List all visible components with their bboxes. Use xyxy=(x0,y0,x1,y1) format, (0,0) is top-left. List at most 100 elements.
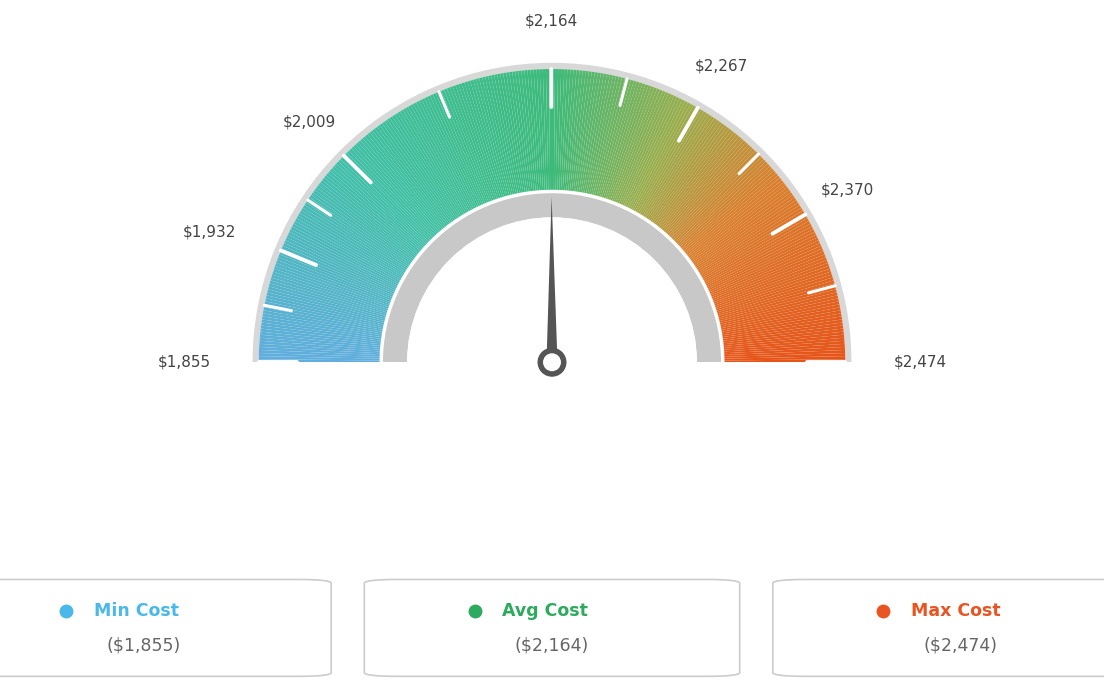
Wedge shape xyxy=(724,341,845,351)
Wedge shape xyxy=(660,135,739,229)
Wedge shape xyxy=(436,92,485,204)
Wedge shape xyxy=(531,70,541,190)
Wedge shape xyxy=(282,246,394,295)
Wedge shape xyxy=(688,183,786,258)
Wedge shape xyxy=(294,221,401,281)
Wedge shape xyxy=(488,75,517,194)
Wedge shape xyxy=(683,173,778,253)
Wedge shape xyxy=(336,161,426,246)
Wedge shape xyxy=(552,69,555,190)
Wedge shape xyxy=(656,128,732,226)
Wedge shape xyxy=(583,74,607,193)
Wedge shape xyxy=(264,304,383,330)
Wedge shape xyxy=(668,144,751,235)
Wedge shape xyxy=(721,302,839,328)
Wedge shape xyxy=(299,210,404,275)
Wedge shape xyxy=(474,79,508,196)
Wedge shape xyxy=(301,208,405,273)
Wedge shape xyxy=(672,152,760,240)
Wedge shape xyxy=(263,310,382,333)
Wedge shape xyxy=(378,125,450,224)
Wedge shape xyxy=(259,347,380,355)
Wedge shape xyxy=(724,347,845,355)
Wedge shape xyxy=(521,70,535,190)
Wedge shape xyxy=(259,344,380,353)
Wedge shape xyxy=(284,240,395,292)
Wedge shape xyxy=(662,137,741,230)
Wedge shape xyxy=(723,319,842,339)
Wedge shape xyxy=(714,263,829,306)
Wedge shape xyxy=(577,72,598,192)
Wedge shape xyxy=(666,142,749,234)
Wedge shape xyxy=(586,75,613,193)
Wedge shape xyxy=(602,81,639,197)
Wedge shape xyxy=(592,77,622,195)
Wedge shape xyxy=(429,95,481,206)
Text: ($2,474): ($2,474) xyxy=(923,636,998,654)
Wedge shape xyxy=(311,193,412,264)
Wedge shape xyxy=(509,72,529,192)
Wedge shape xyxy=(724,359,846,362)
Wedge shape xyxy=(384,119,455,221)
Wedge shape xyxy=(649,119,720,221)
Wedge shape xyxy=(405,107,467,213)
Wedge shape xyxy=(262,317,382,337)
Wedge shape xyxy=(578,72,601,193)
Circle shape xyxy=(538,348,566,377)
Wedge shape xyxy=(604,82,643,198)
Wedge shape xyxy=(347,150,433,239)
Wedge shape xyxy=(645,115,712,217)
Wedge shape xyxy=(395,113,461,217)
Wedge shape xyxy=(497,74,521,193)
Wedge shape xyxy=(574,71,592,191)
Wedge shape xyxy=(528,70,540,190)
Wedge shape xyxy=(624,96,677,206)
Wedge shape xyxy=(699,208,803,273)
Bar xyxy=(120,362,984,586)
Wedge shape xyxy=(681,168,774,250)
Wedge shape xyxy=(388,118,457,219)
Wedge shape xyxy=(285,237,396,290)
Wedge shape xyxy=(416,101,474,209)
Wedge shape xyxy=(679,164,769,247)
Wedge shape xyxy=(493,75,520,193)
Wedge shape xyxy=(719,289,837,321)
Wedge shape xyxy=(390,117,458,219)
Wedge shape xyxy=(340,157,428,243)
Text: $1,855: $1,855 xyxy=(158,355,211,370)
Wedge shape xyxy=(264,307,383,332)
Wedge shape xyxy=(698,205,802,271)
Wedge shape xyxy=(353,144,436,235)
Wedge shape xyxy=(253,63,851,362)
Wedge shape xyxy=(479,77,511,195)
Wedge shape xyxy=(671,150,757,239)
Wedge shape xyxy=(258,359,380,362)
Wedge shape xyxy=(627,98,682,208)
Wedge shape xyxy=(631,102,691,210)
Wedge shape xyxy=(612,88,657,201)
Wedge shape xyxy=(500,73,523,193)
Wedge shape xyxy=(655,127,730,225)
Wedge shape xyxy=(713,257,827,302)
Wedge shape xyxy=(694,197,796,267)
Wedge shape xyxy=(670,148,755,238)
Wedge shape xyxy=(382,121,454,221)
Wedge shape xyxy=(342,155,431,242)
Wedge shape xyxy=(325,175,420,254)
Wedge shape xyxy=(560,69,567,190)
Wedge shape xyxy=(691,190,792,262)
Wedge shape xyxy=(689,185,787,259)
Wedge shape xyxy=(261,322,381,341)
Wedge shape xyxy=(317,185,415,259)
Wedge shape xyxy=(400,110,464,215)
Wedge shape xyxy=(289,229,399,286)
Text: ($1,855): ($1,855) xyxy=(106,636,181,654)
Wedge shape xyxy=(349,148,434,238)
Wedge shape xyxy=(710,243,821,294)
Wedge shape xyxy=(265,298,384,326)
Wedge shape xyxy=(707,232,816,287)
Wedge shape xyxy=(724,350,845,357)
Wedge shape xyxy=(708,237,819,290)
Wedge shape xyxy=(335,164,425,247)
Wedge shape xyxy=(630,101,688,209)
